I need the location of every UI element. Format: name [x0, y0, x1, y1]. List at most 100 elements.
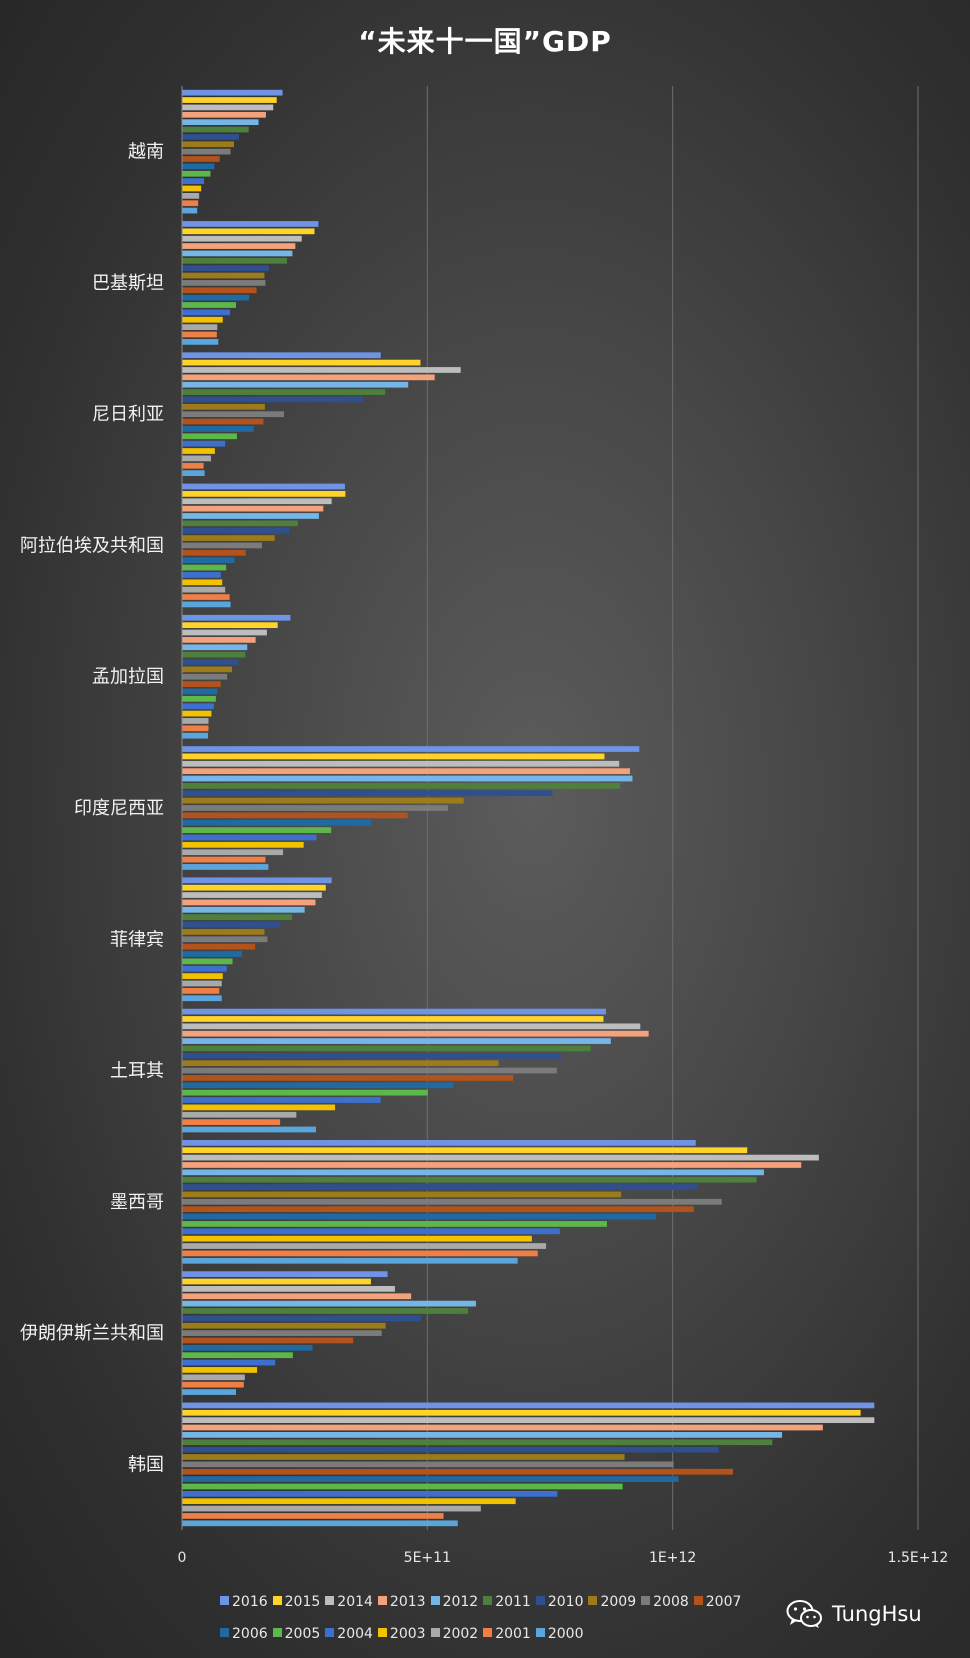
bar-2009 [182, 272, 265, 279]
bar-2001 [182, 200, 199, 207]
bar-2004 [182, 572, 221, 578]
bar-2001 [182, 1381, 244, 1388]
bar-2011 [182, 520, 298, 527]
bar-2005 [182, 1352, 293, 1359]
bar-2002 [182, 1374, 245, 1381]
bar-2016 [182, 1008, 606, 1015]
bar-2007 [182, 549, 246, 556]
legend-swatch [325, 1628, 335, 1637]
legend-label: 2008 [653, 1594, 689, 1610]
bar-2009 [182, 1322, 386, 1329]
bar-2006 [182, 557, 235, 564]
legend-item: 2010 [535, 1586, 584, 1618]
bar-2003 [182, 1104, 336, 1111]
category-label: 孟加拉国 [92, 667, 164, 688]
gridlines [426, 86, 919, 1530]
bar-2001 [182, 725, 209, 732]
legend-label: 2015 [284, 1594, 321, 1610]
bar-2014 [182, 629, 267, 636]
bar-2012 [182, 250, 293, 257]
bar-2004 [182, 1097, 381, 1103]
bar-2008 [182, 280, 266, 286]
bar-2012 [182, 513, 319, 519]
bar-2005 [182, 433, 237, 440]
bar-2014 [182, 104, 274, 111]
bar-2000 [182, 1257, 518, 1264]
legend-swatch [483, 1628, 493, 1637]
bar-2014 [182, 1286, 395, 1292]
legend: 2016 2015 2014 2013 2012 2011 2010 2009 2008 2007… [220, 1586, 780, 1650]
bar-2006 [182, 1476, 679, 1482]
legend-label: 2000 [547, 1626, 584, 1642]
bar-2016 [182, 89, 283, 96]
bar-2001 [182, 1119, 281, 1125]
bar-2006 [182, 819, 372, 826]
bar-2000 [182, 732, 209, 739]
bar-2016 [182, 1402, 875, 1409]
bar-2010 [182, 659, 239, 665]
bar-2001 [182, 331, 217, 338]
category-label: 越南 [128, 142, 164, 163]
bar-2011 [182, 914, 292, 921]
bar-2011 [182, 1439, 773, 1446]
bar-2015 [182, 1409, 861, 1416]
bar-2015 [182, 884, 326, 891]
bar-2004 [182, 1490, 558, 1497]
bar-2016 [182, 877, 332, 884]
bar-2006 [182, 688, 218, 695]
bar-2007 [182, 156, 220, 162]
bar-2014 [182, 498, 332, 505]
bar-2000 [182, 207, 198, 214]
bar-2013 [182, 1162, 802, 1168]
bar-2008 [182, 1198, 722, 1205]
legend-label: 2003 [389, 1626, 426, 1642]
legend-item: 2014 [325, 1586, 373, 1618]
bar-2002 [182, 455, 211, 462]
bar-2009 [182, 1191, 622, 1198]
bar-2006 [182, 951, 242, 957]
legend-item: 2005 [272, 1618, 320, 1650]
bar-2007 [182, 1468, 734, 1475]
x-tick-label: 1.5E+12 [888, 1550, 949, 1566]
category-label: 菲律宾 [110, 929, 164, 950]
bar-2004 [182, 965, 227, 972]
bar-2012 [182, 644, 248, 651]
bar-2012 [182, 906, 305, 913]
bar-2012 [182, 381, 409, 388]
bar-2003 [182, 316, 223, 323]
bar-2006 [182, 1344, 313, 1351]
legend-label: 2012 [442, 1594, 479, 1610]
bar-2001 [182, 1250, 538, 1257]
bar-2006 [182, 294, 250, 301]
bar-2001 [182, 594, 230, 600]
bar-2004 [182, 178, 205, 184]
legend-swatch [272, 1628, 282, 1637]
bar-2009 [182, 797, 464, 804]
bar-2005 [182, 1221, 607, 1227]
bar-2010 [182, 1315, 421, 1322]
bar-2011 [182, 783, 621, 789]
bar-2002 [182, 1505, 481, 1512]
bar-2011 [182, 1308, 469, 1314]
category-label: 土耳其 [110, 1061, 164, 1082]
bar-2011 [182, 257, 287, 264]
bar-2010 [182, 921, 281, 928]
bar-2003 [182, 973, 223, 979]
bar-2000 [182, 470, 205, 477]
bar-2006 [182, 1213, 656, 1220]
legend-label: 2010 [547, 1594, 584, 1610]
bar-2012 [182, 119, 259, 126]
legend-swatch [430, 1628, 440, 1637]
bar-2001 [182, 856, 266, 863]
x-tick-label: 1E+12 [649, 1550, 696, 1566]
bar-2006 [182, 1082, 454, 1089]
legend-item: 2001 [483, 1618, 531, 1650]
bar-2013 [182, 1293, 412, 1300]
bar-2001 [182, 1513, 444, 1519]
bar-2000 [182, 601, 231, 608]
legend-item: 2016 [220, 1586, 268, 1618]
legend-label: 2016 [232, 1594, 268, 1610]
bar-2015 [182, 228, 315, 235]
bar-2008 [182, 1067, 557, 1074]
bar-2012 [182, 1300, 476, 1307]
